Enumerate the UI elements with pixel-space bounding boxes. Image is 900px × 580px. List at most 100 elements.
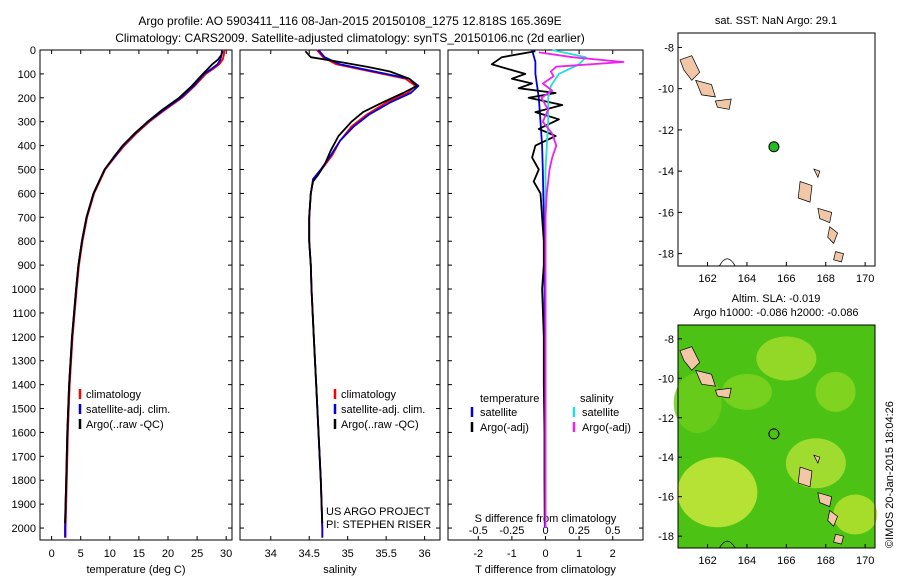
island bbox=[813, 168, 821, 179]
legend-label: satellite bbox=[582, 407, 619, 419]
x-axis-label: temperature (deg C) bbox=[86, 564, 185, 576]
coastline bbox=[719, 258, 736, 267]
x-tick-label: 1 bbox=[576, 548, 582, 560]
y-tick-label: 200 bbox=[18, 93, 36, 105]
sla-blob bbox=[785, 438, 846, 489]
x2-tick-label: 0.5 bbox=[605, 525, 620, 537]
y-tick-label: 1600 bbox=[12, 427, 36, 439]
x-tick-label: 164 bbox=[738, 555, 756, 567]
sla-map: 162 164 166 168 170 -8 -10 -12 -14 -16 -18 bbox=[658, 324, 878, 567]
island bbox=[817, 492, 833, 508]
y-tick-label: 700 bbox=[18, 212, 36, 224]
series-line-2 bbox=[490, 50, 564, 524]
sla-blob bbox=[673, 373, 722, 434]
difference-profile-chart: -2 -1 0 1 2 T difference from climatology -0.5… bbox=[447, 49, 644, 576]
y-tick-label: 1700 bbox=[12, 451, 36, 463]
sla-map-subtitle: Argo h1000: -0.086 h2000: -0.086 bbox=[693, 307, 858, 319]
x-axis-label: salinity bbox=[323, 564, 357, 576]
sst-map: 162 164 166 168 170 -8 -10 -12 -14 -16 -18 bbox=[658, 32, 876, 285]
y-tick-label: -16 bbox=[658, 492, 674, 504]
island bbox=[679, 346, 701, 371]
y-tick-label: 500 bbox=[18, 165, 36, 177]
x2-tick-label: 0 bbox=[542, 525, 548, 537]
coastline bbox=[719, 540, 736, 549]
figure-title: Argo profile: AO 5903411_116 08-Jan-2015… bbox=[138, 14, 561, 28]
x-tick-label: 2 bbox=[610, 548, 616, 560]
legend-label: Argo(-adj) bbox=[480, 422, 529, 434]
legend-label: Argo(..raw -QC) bbox=[341, 419, 419, 431]
x-tick-label: 168 bbox=[817, 273, 835, 285]
y-tick-label: -8 bbox=[664, 42, 674, 54]
x2-tick-label: -0.5 bbox=[469, 525, 488, 537]
y-tick-label: 1900 bbox=[12, 499, 36, 511]
argo-position-marker bbox=[768, 428, 780, 440]
sla-blob bbox=[833, 494, 878, 535]
x-tick-label: 170 bbox=[856, 273, 874, 285]
x-tick-label: 34 bbox=[265, 548, 277, 560]
y-tick-label: 2000 bbox=[12, 523, 36, 535]
island bbox=[714, 98, 732, 110]
x-tick-label: 35.5 bbox=[375, 548, 396, 560]
x-tick-label: 30 bbox=[220, 548, 232, 560]
figure-subtitle: Climatology: CARS2009. Satellite-adjuste… bbox=[115, 31, 585, 45]
y-tick-label: 1200 bbox=[12, 332, 36, 344]
map-frame bbox=[677, 324, 876, 549]
y-tick-label: 0 bbox=[30, 45, 36, 57]
project-label: US ARGO PROJECT bbox=[326, 506, 431, 518]
y-tick-label: -12 bbox=[658, 125, 674, 137]
x-tick-label: 34.5 bbox=[299, 548, 320, 560]
x-tick-label: 25 bbox=[191, 548, 203, 560]
x-tick-label: 20 bbox=[162, 548, 174, 560]
y-tick-label: 800 bbox=[18, 236, 36, 248]
legend-label: satellite bbox=[480, 407, 517, 419]
island bbox=[827, 226, 839, 244]
x-tick-label: 0 bbox=[542, 548, 548, 560]
y-tick-label: -14 bbox=[658, 166, 674, 178]
legend-header-temperature: temperature bbox=[480, 393, 539, 405]
x-axis-label: T difference from climatology bbox=[475, 564, 616, 576]
x2-tick-label: -0.25 bbox=[499, 525, 524, 537]
x-tick-label: 166 bbox=[777, 555, 795, 567]
pi-label: PI: STEPHEN RISER bbox=[326, 519, 431, 531]
y-tick-label: 900 bbox=[18, 260, 36, 272]
island bbox=[797, 466, 813, 488]
x-tick-label: 10 bbox=[104, 548, 116, 560]
sla-blob bbox=[815, 371, 856, 412]
y-tick-label: -18 bbox=[658, 249, 674, 261]
y-tick-label: 100 bbox=[18, 69, 36, 81]
island bbox=[817, 207, 833, 224]
x-tick-label: 166 bbox=[777, 273, 795, 285]
x-tick-label: 15 bbox=[133, 548, 145, 560]
y-tick-label: -10 bbox=[658, 84, 674, 96]
y-tick-label: -14 bbox=[658, 452, 674, 464]
legend-label: climatology bbox=[341, 389, 397, 401]
island bbox=[695, 369, 716, 387]
sla-blob bbox=[677, 457, 758, 528]
x-tick-label: 35 bbox=[342, 548, 354, 560]
y-tick-label: 600 bbox=[18, 188, 36, 200]
island bbox=[679, 55, 701, 81]
map-frame bbox=[677, 32, 876, 267]
x-tick-label: 5 bbox=[78, 548, 84, 560]
y-tick-label: 1500 bbox=[12, 404, 36, 416]
series-line-4 bbox=[538, 51, 625, 528]
y-tick-label: 1100 bbox=[12, 308, 36, 320]
island bbox=[695, 79, 716, 98]
plot-frame bbox=[239, 49, 441, 541]
x-tick-label: 36 bbox=[418, 548, 430, 560]
island bbox=[813, 454, 821, 465]
series-line-3 bbox=[304, 50, 418, 524]
y-tick-label: 1400 bbox=[12, 380, 36, 392]
y-tick-label: -16 bbox=[658, 207, 674, 219]
y-tick-label: -12 bbox=[658, 413, 674, 425]
y-tick-label: -18 bbox=[658, 531, 674, 543]
island bbox=[827, 509, 839, 527]
sst-map-title: sat. SST: NaN Argo: 29.1 bbox=[715, 15, 837, 27]
legend-label: climatology bbox=[86, 389, 142, 401]
island bbox=[833, 533, 844, 545]
y-tick-label: 1000 bbox=[12, 284, 36, 296]
x-tick-label: 0 bbox=[49, 548, 55, 560]
x-tick-label: 170 bbox=[856, 555, 874, 567]
legend-label: satellite-adj. clim. bbox=[341, 404, 425, 416]
